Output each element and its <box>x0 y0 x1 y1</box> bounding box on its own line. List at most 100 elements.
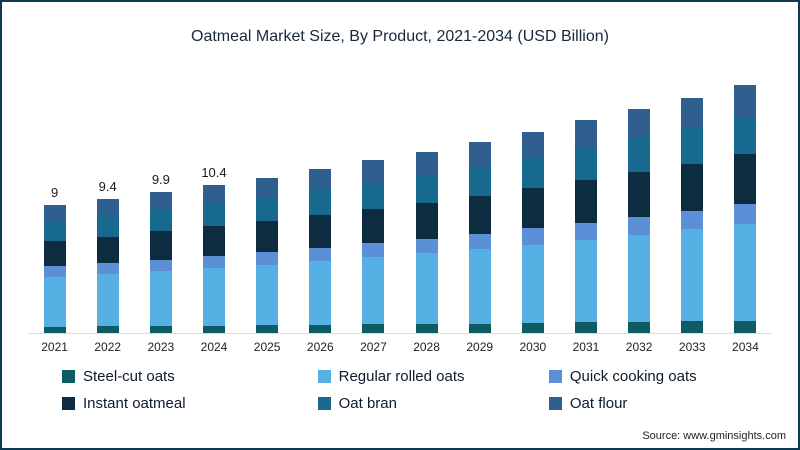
segment-instant-oatmeal <box>96 236 119 264</box>
stacked-bar <box>362 160 385 333</box>
stacked-bar <box>681 97 704 333</box>
segment-regular-rolled-oats <box>734 223 757 321</box>
segment-instant-oatmeal <box>628 171 651 217</box>
x-axis-label: 2025 <box>253 340 281 354</box>
legend-item-oat-bran: Oat bran <box>317 395 549 412</box>
bar-group-2023: 9.9 <box>134 62 187 333</box>
x-axis-label: 2024 <box>200 340 228 354</box>
segment-oat-flour <box>628 109 651 139</box>
segment-regular-rolled-oats <box>149 270 172 326</box>
segment-regular-rolled-oats <box>521 244 544 323</box>
segment-oat-flour <box>681 97 704 129</box>
segment-oat-bran <box>468 166 491 196</box>
segment-instant-oatmeal <box>256 221 279 253</box>
segment-regular-rolled-oats <box>96 274 119 327</box>
segment-oat-bran <box>734 117 757 155</box>
legend-label: Instant oatmeal <box>83 395 186 412</box>
segment-quick-cooking-oats <box>43 266 66 277</box>
x-axis-label: 2030 <box>519 340 547 354</box>
segment-oat-flour <box>202 184 225 205</box>
segment-steel-cut-oats <box>415 323 438 333</box>
stacked-bar <box>149 191 172 333</box>
bar-group-2027 <box>347 62 400 333</box>
x-axis-label: 2034 <box>732 340 759 354</box>
stacked-bar <box>574 120 597 333</box>
segment-quick-cooking-oats <box>468 233 491 249</box>
stacked-bar <box>309 168 332 333</box>
segment-regular-rolled-oats <box>309 260 332 325</box>
legend-item-regular-rolled-oats: Regular rolled oats <box>317 368 549 385</box>
bar-total-label: 10.4 <box>201 164 227 180</box>
legend-label: Quick cooking oats <box>569 368 697 385</box>
segment-regular-rolled-oats <box>415 253 438 324</box>
segment-oat-bran <box>256 197 279 222</box>
segment-quick-cooking-oats <box>521 228 544 245</box>
segment-steel-cut-oats <box>362 324 385 333</box>
segment-steel-cut-oats <box>309 324 332 333</box>
segment-oat-flour <box>96 199 119 217</box>
bar-group-2025 <box>241 62 294 333</box>
segment-instant-oatmeal <box>468 195 491 234</box>
x-axis-label: 2033 <box>678 340 706 354</box>
segment-oat-bran <box>202 204 225 227</box>
segment-oat-flour <box>734 85 757 118</box>
legend-label: Regular rolled oats <box>338 368 465 385</box>
segment-steel-cut-oats <box>468 323 491 333</box>
stacked-bar <box>521 131 544 333</box>
stacked-bar <box>734 85 757 333</box>
segment-oat-flour <box>43 204 66 222</box>
segment-steel-cut-oats <box>681 321 704 333</box>
bar-group-2030 <box>506 62 559 333</box>
segment-quick-cooking-oats <box>362 243 385 258</box>
segment-oat-bran <box>43 221 66 241</box>
legend-item-quick-cooking-oats: Quick cooking oats <box>548 368 768 385</box>
segment-quick-cooking-oats <box>309 247 332 261</box>
segment-instant-oatmeal <box>362 208 385 244</box>
segment-regular-rolled-oats <box>574 239 597 323</box>
segment-regular-rolled-oats <box>256 264 279 326</box>
segment-instant-oatmeal <box>202 226 225 256</box>
segment-instant-oatmeal <box>521 188 544 229</box>
segment-steel-cut-oats <box>149 325 172 333</box>
legend-swatch <box>62 397 75 410</box>
segment-oat-flour <box>415 151 438 176</box>
legend: Steel-cut oats Regular rolled oats Quick c… <box>62 368 768 412</box>
legend-label: Steel-cut oats <box>83 368 175 385</box>
segment-oat-bran <box>628 138 651 172</box>
segment-oat-bran <box>149 210 172 232</box>
bar-group-2033 <box>666 62 719 333</box>
bar-group-2024: 10.4 <box>187 62 240 333</box>
segment-regular-rolled-oats <box>43 276 66 327</box>
x-axis-label: 2021 <box>41 340 68 354</box>
segment-steel-cut-oats <box>96 326 119 333</box>
segment-oat-bran <box>309 190 332 215</box>
legend-swatch <box>317 397 331 410</box>
segment-instant-oatmeal <box>43 240 66 267</box>
segment-oat-bran <box>415 175 438 203</box>
segment-quick-cooking-oats <box>574 222 597 240</box>
segment-oat-bran <box>362 182 385 209</box>
segment-instant-oatmeal <box>309 214 332 248</box>
segment-regular-rolled-oats <box>468 249 491 324</box>
segment-oat-flour <box>256 177 279 198</box>
legend-item-steel-cut-oats: Steel-cut oats <box>62 368 318 385</box>
segment-quick-cooking-oats <box>415 238 438 254</box>
source-attribution: Source: www.gminsights.com <box>642 430 786 442</box>
legend-label: Oat bran <box>338 395 397 412</box>
segment-oat-bran <box>96 216 119 237</box>
segment-oat-bran <box>681 128 704 164</box>
segment-quick-cooking-oats <box>202 255 225 268</box>
segment-oat-flour <box>574 120 597 149</box>
x-axis-label: 2023 <box>147 340 175 354</box>
segment-oat-flour <box>309 168 332 191</box>
segment-regular-rolled-oats <box>362 257 385 325</box>
legend-swatch <box>62 370 75 383</box>
segment-oat-flour <box>149 191 172 211</box>
segment-oat-flour <box>468 142 491 167</box>
legend-item-oat-flour: Oat flour <box>548 395 768 412</box>
segment-oat-bran <box>521 158 544 189</box>
segment-oat-flour <box>521 131 544 159</box>
bar-group-2021: 9 <box>28 62 81 333</box>
segment-quick-cooking-oats <box>96 263 119 275</box>
